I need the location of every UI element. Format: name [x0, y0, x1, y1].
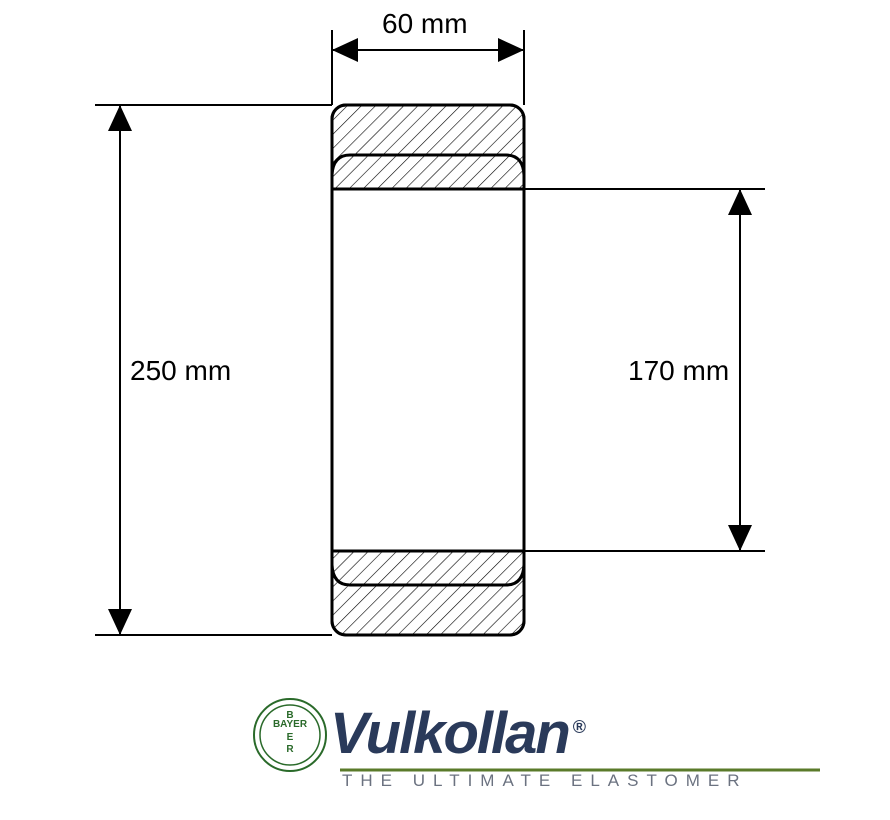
dim-outer-h-label: 250 mm [130, 355, 231, 387]
svg-text:R: R [286, 744, 294, 755]
dim-inner-h-label: 170 mm [628, 355, 729, 387]
dim-width-label: 60 mm [382, 8, 468, 40]
logo-tagline: THE ULTIMATE ELASTOMER [342, 771, 748, 791]
logo-brand: Vulkollan® [330, 700, 584, 767]
diagram-svg: BAYER B E R [0, 0, 890, 820]
logo: Vulkollan® THE ULTIMATE ELASTOMER [330, 700, 748, 791]
svg-text:B: B [286, 710, 293, 721]
logo-reg: ® [573, 717, 584, 737]
svg-text:E: E [287, 732, 294, 743]
drawing-canvas: BAYER B E R 60 mm 250 mm 170 mm Vulkolla… [0, 0, 890, 820]
hatch-bottom [332, 551, 524, 635]
hatch-top [332, 105, 524, 189]
